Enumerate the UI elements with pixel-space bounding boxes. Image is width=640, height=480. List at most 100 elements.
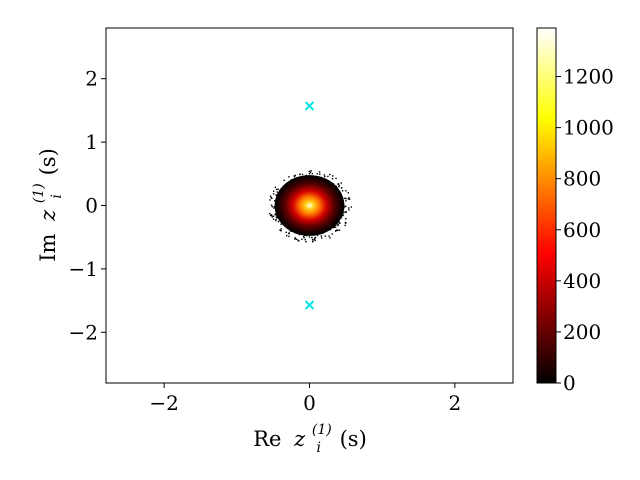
density-speckle: [269, 195, 272, 197]
colorbar-tick-label: 800: [563, 167, 601, 191]
density-speckle: [277, 220, 280, 223]
density-speckle: [342, 212, 345, 214]
density-speckle: [328, 235, 330, 237]
density-speckle: [318, 173, 321, 175]
density-speckle: [295, 238, 298, 240]
density-speckle: [285, 231, 287, 234]
y-axis-label-arg: (s): [36, 148, 60, 175]
density-speckle: [294, 174, 296, 177]
density-speckle: [348, 197, 350, 199]
density-speckle: [314, 236, 317, 239]
colorbar-tick-label: 0: [563, 371, 576, 395]
density-speckle: [305, 240, 307, 243]
marker-layer: [304, 101, 315, 310]
density-speckle: [271, 197, 273, 199]
density-speckle: [269, 199, 271, 201]
density-speckle: [274, 200, 276, 202]
density-speckle: [344, 211, 346, 213]
density-speckle: [350, 206, 353, 208]
colorbar: 0 200 400 600 800 1000 1200: [536, 27, 614, 395]
density-speckle: [347, 198, 350, 200]
density-speckle: [275, 194, 277, 196]
y-axis-label-group: Im z (1) i (s): [24, 148, 66, 262]
density-speckle: [288, 232, 290, 235]
density-speckle: [285, 234, 288, 237]
x-axis-label-var: z: [293, 427, 306, 451]
density-speckle: [337, 183, 339, 185]
density-speckle: [345, 200, 347, 202]
density-speckle: [337, 224, 339, 227]
density-speckle: [269, 212, 271, 215]
density-speckle: [323, 174, 326, 176]
x-axis-label: Re z (1) i (s): [253, 415, 367, 457]
colorbar-tick-label: 400: [563, 269, 601, 293]
density-speckle: [276, 217, 278, 219]
x-axis-label-sup: (1): [312, 422, 332, 438]
x-axis-label-prefix: Re: [253, 427, 281, 451]
density-speckle: [270, 196, 272, 199]
y-axis-label-prefix: Im: [36, 233, 60, 261]
density-speckle: [269, 214, 272, 217]
y-tick-label: −1: [69, 257, 98, 281]
density-speckle: [336, 229, 338, 231]
density-speckle: [334, 226, 337, 228]
density-speckle: [272, 218, 275, 220]
density-speckle: [274, 186, 277, 189]
density-speckle: [275, 188, 278, 191]
density-speckle: [274, 214, 277, 216]
density-speckle: [347, 192, 350, 194]
colorbar-tick-label: 1200: [563, 65, 614, 89]
y-axis-label-var: z: [36, 209, 60, 222]
density-speckle: [318, 171, 321, 173]
density-speckle: [345, 197, 347, 200]
density-speckle: [338, 184, 340, 187]
plot-area: −2 0 2 −2 −1 0 1 2: [69, 27, 514, 415]
x-tick-label: −2: [149, 391, 178, 415]
density-speckle: [288, 176, 290, 178]
density-speckle: [335, 229, 337, 232]
density-speckle: [332, 175, 334, 177]
y-axis-label: Im z (1) i (s): [24, 148, 66, 262]
density-speckle: [320, 237, 323, 239]
density-speckle: [272, 215, 275, 217]
density-speckle: [310, 170, 312, 172]
density-speckle: [340, 217, 343, 219]
density-speckle: [311, 236, 313, 239]
density-speckle: [345, 217, 347, 220]
density-speckle: [335, 177, 337, 180]
x-tick-label: 2: [448, 391, 461, 415]
y-axis-label-sup: (1): [31, 183, 47, 203]
density-speckle: [344, 221, 347, 224]
density-speckle: [311, 241, 314, 243]
density-speckle: [341, 190, 344, 192]
density-speckle: [324, 235, 327, 237]
colorbar-gradient: [537, 28, 556, 383]
density-speckle: [308, 173, 311, 175]
density-speckle: [314, 237, 316, 240]
density-speckle: [337, 229, 339, 231]
density-speckle: [270, 214, 273, 216]
density-speckle: [320, 235, 322, 237]
density-speckle: [333, 226, 336, 228]
y-tick-label: 2: [85, 67, 98, 91]
x-marker: [304, 101, 315, 111]
density-speckle: [303, 236, 305, 239]
y-tick-label: −2: [69, 320, 98, 344]
density-speckle: [314, 239, 316, 242]
density-speckle: [283, 179, 285, 182]
density-speckle: [324, 175, 326, 178]
density-speckle: [301, 238, 303, 241]
density-speckle: [342, 214, 344, 216]
density-speckle: [279, 229, 281, 231]
density-speckle: [338, 229, 341, 231]
density-speckle: [272, 190, 275, 192]
density-speckle: [344, 205, 346, 207]
density-speckle: [337, 223, 339, 226]
density-speckle: [348, 209, 350, 211]
x-axis: −2 0 2: [149, 383, 461, 415]
density-speckle: [280, 230, 282, 232]
y-tick-label: 1: [85, 130, 98, 154]
y-axis: −2 −1 0 1 2: [69, 67, 106, 344]
y-axis-label-sub: i: [49, 194, 65, 198]
density-speckle: [340, 187, 343, 189]
